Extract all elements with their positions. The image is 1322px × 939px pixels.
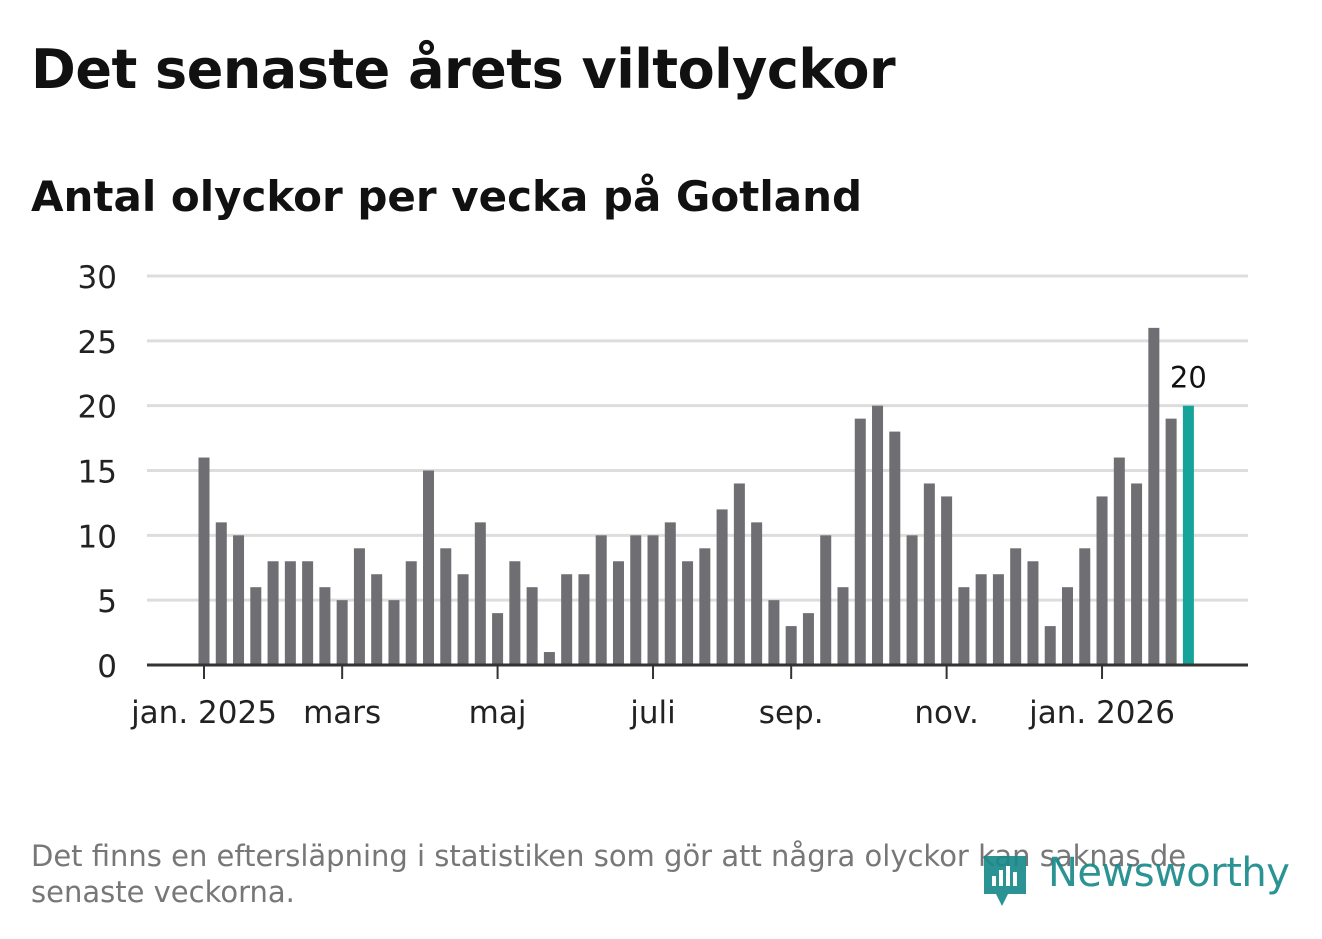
y-tick-label: 0 [97,649,117,685]
y-tick-label: 5 [97,584,117,620]
bar [405,561,417,665]
bar [992,574,1004,665]
bar [1027,561,1039,665]
chart-subtitle: Antal olyckor per vecka på Gotland [31,172,863,221]
bar [751,522,763,665]
y-tick-label: 20 [78,390,117,426]
bar [802,613,814,665]
bar [371,574,383,665]
bar [388,600,400,665]
bar [1131,483,1143,665]
bar [492,613,504,665]
bar [906,535,918,665]
bar [284,561,296,665]
bar [1044,626,1056,665]
bar [872,405,884,665]
bar [975,574,987,665]
bar [233,535,245,665]
bar [336,600,348,665]
y-tick-label: 10 [78,519,117,555]
x-tick-label: jan. 2026 [1028,695,1175,731]
y-tick-label: 30 [78,260,117,296]
bar [733,483,745,665]
newsworthy-logo-icon [984,856,1026,906]
bar [561,574,573,665]
bar [785,626,797,665]
bar [215,522,227,665]
highlight-value-label: 20 [1170,361,1207,395]
bar [457,574,469,665]
bar [630,535,642,665]
bar [319,587,331,665]
bar [941,496,953,665]
bar [716,509,728,665]
bar-chart: 0 5 10 15 20 25 30 20 jan. 2025 mars maj juli sep. no… [78,260,1248,731]
bar [1062,587,1073,665]
bar [353,548,365,665]
x-tick-label: nov. [914,695,978,731]
bar [423,470,435,665]
y-tick-label: 15 [78,455,117,491]
bar [647,535,659,665]
bar [958,587,970,665]
page-title: Det senaste årets viltolyckor [31,38,896,101]
bar [820,535,832,665]
bar [1113,457,1125,665]
x-tick-label: juli [629,695,676,731]
bar [267,561,279,665]
bar [526,587,538,665]
bar [1010,548,1022,665]
x-tick-label: jan. 2025 [130,695,277,731]
bar [699,548,711,665]
bar [682,561,694,665]
bar [595,535,607,665]
highlight-bar [1182,405,1194,665]
bar [543,652,555,665]
bar [1096,496,1108,665]
bar [1165,418,1177,665]
x-tick-label: maj [469,695,527,731]
x-tick-label: mars [303,695,381,731]
bar [198,457,210,665]
bar [889,431,901,665]
bar [1079,548,1091,665]
y-tick-label: 25 [78,325,117,361]
bar [440,548,452,665]
bar [768,600,780,665]
bar [664,522,676,665]
newsworthy-logo: Newsworthy [980,848,1310,912]
bar [612,561,624,665]
bar [302,561,314,665]
bar [837,587,849,665]
bar [854,418,866,665]
bar [578,574,590,665]
bar [250,587,262,665]
bar [923,483,935,665]
bar [509,561,521,665]
newsworthy-logo-text: Newsworthy [1048,850,1290,896]
x-tick-label: sep. [759,695,824,731]
bar [474,522,486,665]
bar [1148,327,1160,665]
